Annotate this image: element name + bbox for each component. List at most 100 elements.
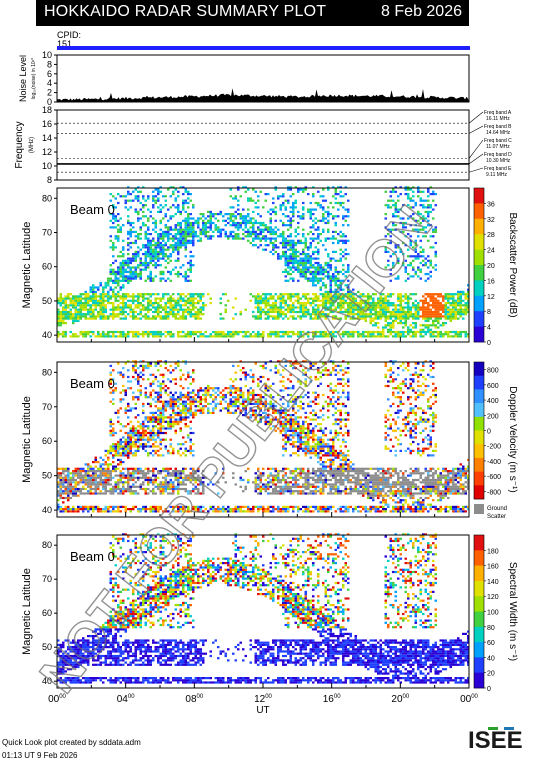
radar-cell	[154, 438, 157, 441]
radar-cell	[92, 288, 95, 291]
radar-cell	[137, 219, 140, 222]
radar-cell	[92, 317, 95, 320]
radar-cell	[74, 319, 77, 322]
radar-cell	[184, 310, 187, 314]
radar-cell	[82, 333, 85, 336]
radar-cell	[59, 478, 62, 482]
radar-cell	[344, 208, 347, 211]
radar-cell	[334, 230, 337, 233]
radar-cell	[169, 487, 172, 491]
radar-cell	[324, 317, 327, 320]
radar-cell	[202, 505, 205, 508]
radar-cell	[159, 416, 162, 419]
radar-cell	[322, 313, 325, 316]
radar-cell	[142, 215, 145, 218]
radar-cell	[304, 244, 307, 247]
radar-cell	[147, 195, 150, 198]
radar-cell	[432, 297, 435, 300]
radar-cell	[69, 478, 72, 482]
radar-cell	[399, 306, 402, 309]
radar-cell	[212, 407, 215, 410]
radar-cell	[287, 333, 290, 336]
radar-cell	[94, 297, 97, 300]
radar-cell	[179, 304, 182, 307]
radar-cell	[347, 306, 350, 309]
radar-cell	[172, 248, 175, 251]
radar-cell	[387, 304, 390, 307]
radar-cell	[457, 302, 460, 305]
radar-cell	[164, 235, 167, 238]
radar-cell	[102, 487, 105, 491]
radar-cell	[119, 371, 122, 374]
radar-cell	[337, 239, 340, 242]
radar-cell	[312, 333, 315, 336]
radar-cell	[199, 508, 202, 511]
radar-cell	[142, 308, 145, 311]
radar-cell	[429, 317, 432, 320]
radar-cell	[379, 317, 382, 320]
radar-cell	[144, 467, 147, 470]
radar-cell	[184, 237, 187, 240]
radar-cell	[159, 210, 162, 213]
radar-cell	[144, 416, 147, 419]
radar-cell	[267, 313, 270, 316]
radar-cell	[197, 393, 200, 397]
radar-cell	[332, 257, 335, 260]
radar-cell	[174, 414, 177, 417]
radar-cell	[182, 293, 185, 296]
radar-cell	[59, 467, 62, 470]
radar-cell	[342, 299, 345, 302]
radar-cell	[107, 333, 110, 336]
radar-cell	[109, 268, 112, 271]
radar-cell	[174, 391, 177, 394]
radar-cell	[157, 250, 160, 253]
radar-cell	[424, 313, 427, 316]
radar-cell	[347, 288, 350, 291]
radar-cell	[62, 299, 65, 302]
radar-cell	[177, 308, 180, 311]
radar-cell	[127, 281, 130, 285]
radar-cell	[72, 297, 75, 300]
radar-cell	[427, 215, 430, 218]
radar-cell	[77, 483, 80, 486]
radar-cell	[112, 241, 115, 245]
radar-cell	[169, 452, 172, 455]
radar-cell	[329, 264, 332, 267]
radar-cell	[127, 270, 130, 273]
radar-cell	[272, 241, 275, 245]
radar-cell	[159, 454, 162, 457]
radar-cell	[339, 281, 342, 285]
radar-cell	[439, 333, 442, 336]
radar-cell	[134, 257, 137, 260]
radar-cell	[142, 221, 145, 225]
radar-cell	[157, 246, 160, 249]
radar-cell	[322, 195, 325, 198]
radar-cell	[327, 297, 330, 300]
radar-cell	[424, 302, 427, 305]
radar-cell	[117, 235, 120, 238]
radar-cell	[334, 266, 337, 269]
radar-cell	[159, 235, 162, 238]
radar-cell	[59, 317, 62, 320]
radar-cell	[362, 335, 365, 338]
radar-cell	[332, 304, 335, 307]
radar-cell	[67, 485, 70, 488]
radar-cell	[167, 237, 170, 240]
radar-cell	[159, 389, 162, 392]
radar-cell	[404, 324, 407, 327]
radar-cell	[287, 279, 290, 282]
radar-cell	[242, 233, 245, 236]
radar-cell	[229, 333, 232, 336]
radar-cell	[282, 270, 285, 273]
radar-cell	[62, 317, 65, 320]
radar-cell	[279, 235, 282, 238]
radar-cell	[407, 217, 410, 220]
radar-cell	[199, 481, 202, 484]
radar-cell	[412, 259, 415, 262]
radar-cell	[139, 217, 142, 220]
radar-cell	[184, 279, 187, 282]
radar-cell	[177, 208, 180, 211]
radar-cell	[339, 297, 342, 300]
radar-cell	[189, 304, 192, 307]
radar-cell	[432, 208, 435, 211]
